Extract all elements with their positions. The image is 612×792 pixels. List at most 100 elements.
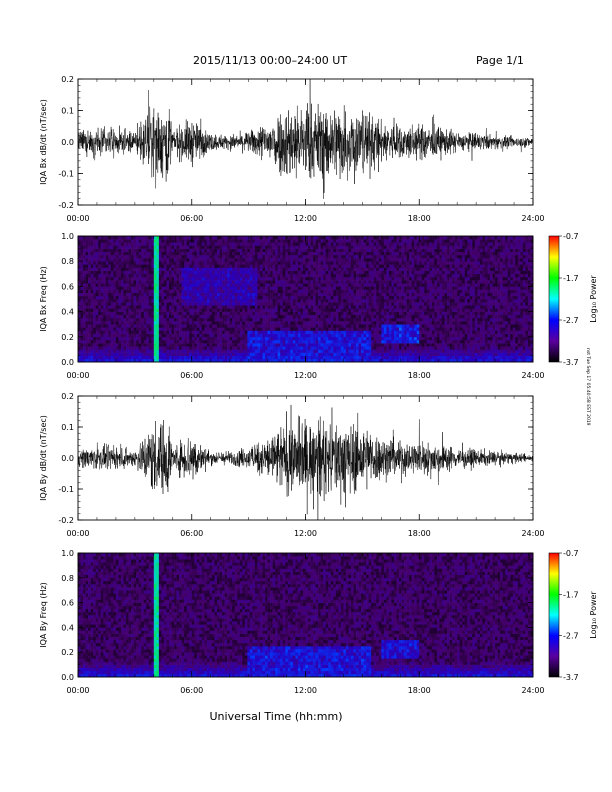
spectrogram-cell bbox=[242, 311, 246, 316]
spectrogram-cell bbox=[171, 292, 175, 297]
spectrogram-cell bbox=[222, 286, 225, 290]
spectrogram-cell bbox=[356, 248, 359, 253]
spectrogram-cell bbox=[186, 276, 190, 281]
spectrogram-cell bbox=[201, 251, 205, 256]
spectrogram-cell bbox=[169, 286, 172, 290]
spectrogram-cell bbox=[313, 302, 316, 306]
spectrogram-cell bbox=[247, 349, 251, 353]
spectrogram-cell bbox=[252, 355, 256, 360]
spectrogram-cell bbox=[318, 349, 321, 353]
spectrogram-cell bbox=[348, 267, 352, 271]
spectrogram-cell bbox=[371, 236, 375, 240]
spectrogram-cell bbox=[254, 346, 258, 350]
spectrogram-cell bbox=[234, 302, 238, 306]
spectrogram-cell bbox=[277, 267, 281, 271]
spectrogram-cell bbox=[153, 258, 157, 262]
spectrogram-cell bbox=[330, 286, 334, 290]
spectrogram-cell bbox=[333, 276, 337, 281]
spectrogram-cell bbox=[83, 276, 86, 281]
spectrogram-cell bbox=[219, 292, 223, 297]
spectrogram-cell bbox=[194, 236, 198, 240]
spectrogram-cell bbox=[376, 311, 380, 316]
spectrogram-cell bbox=[257, 317, 261, 322]
spectrogram-cell bbox=[115, 276, 119, 281]
spectrogram-cell bbox=[366, 330, 369, 334]
spectrogram-cell bbox=[234, 339, 238, 344]
spectrogram-cell bbox=[300, 239, 304, 243]
spectrogram-cell bbox=[333, 242, 337, 246]
spectrogram-cell bbox=[345, 239, 349, 243]
spectrogram-cell bbox=[201, 264, 205, 268]
spectrogram-cell bbox=[78, 270, 81, 275]
spectrogram-cell bbox=[85, 343, 89, 347]
spectrogram-cell bbox=[328, 254, 332, 259]
spectrogram-cell bbox=[247, 327, 251, 331]
spectrogram-cell bbox=[229, 343, 233, 347]
spectrogram-cell bbox=[163, 321, 167, 325]
spectrogram-cell bbox=[313, 245, 316, 249]
spectrogram-cell bbox=[328, 248, 332, 253]
spectrogram-cell bbox=[93, 239, 96, 243]
spectrogram-cell bbox=[323, 314, 327, 319]
spectrogram-cell bbox=[194, 248, 198, 253]
spectrogram-cell bbox=[141, 286, 145, 290]
spectrogram-cell bbox=[232, 283, 236, 287]
spectrogram-cell bbox=[166, 245, 170, 249]
spectrogram-cell bbox=[189, 267, 193, 271]
spectrogram-cell bbox=[85, 314, 89, 319]
spectrogram-cell bbox=[224, 251, 228, 256]
spectrogram-cell bbox=[211, 289, 215, 293]
spectrogram-cell bbox=[297, 276, 301, 281]
spectrogram-cell bbox=[204, 327, 208, 331]
spectrogram-cell bbox=[138, 358, 142, 363]
spectrogram-cell bbox=[320, 299, 324, 303]
spectrogram-cell bbox=[297, 308, 301, 312]
spectrogram-cell bbox=[265, 330, 268, 334]
spectrogram-cell bbox=[211, 242, 215, 246]
spectrogram-cell bbox=[88, 349, 91, 353]
spectrogram-cell bbox=[83, 242, 86, 246]
spectrogram-cell bbox=[194, 330, 198, 334]
spectrogram-cell bbox=[262, 242, 266, 246]
spectrogram-cell bbox=[118, 299, 122, 303]
spectrogram-cell bbox=[93, 299, 96, 303]
spectrogram-cell bbox=[93, 261, 96, 265]
spectrogram-cell bbox=[275, 239, 278, 243]
spectrogram-cell bbox=[297, 245, 301, 249]
spectrogram-cell bbox=[345, 261, 349, 265]
spectrogram-cell bbox=[363, 245, 367, 249]
spectrogram-cell bbox=[232, 308, 236, 312]
spectrogram-cell bbox=[292, 311, 296, 316]
spectrogram-cell bbox=[179, 251, 182, 256]
spectrogram-cell bbox=[297, 358, 301, 363]
spectrogram-cell bbox=[199, 324, 203, 328]
spectrogram-cell bbox=[171, 324, 175, 328]
spectrogram-cell bbox=[194, 346, 198, 350]
spectrogram-cell bbox=[100, 327, 104, 331]
spectrogram-cell bbox=[295, 273, 299, 278]
spectrogram-cell bbox=[211, 292, 215, 297]
spectrogram-cell bbox=[143, 317, 147, 322]
spectrogram-cell bbox=[141, 299, 145, 303]
spectrogram-cell bbox=[318, 308, 321, 312]
spectrogram-cell bbox=[211, 346, 215, 350]
spectrogram-cell bbox=[244, 248, 248, 253]
spectrogram-cell bbox=[201, 314, 205, 319]
spectrogram-cell bbox=[196, 346, 200, 350]
spectrogram-cell bbox=[95, 333, 99, 338]
spectrogram-cell bbox=[169, 355, 172, 360]
spectrogram-cell bbox=[161, 305, 165, 309]
spectrogram-cell bbox=[305, 311, 309, 316]
spectrogram-cell bbox=[260, 336, 263, 341]
spectrogram-cell bbox=[308, 352, 311, 356]
spectrogram-cell bbox=[368, 317, 372, 322]
spectrogram-cell bbox=[136, 314, 139, 319]
spectrogram-cell bbox=[376, 324, 380, 328]
spectrogram-cell bbox=[93, 245, 96, 249]
spectrogram-cell bbox=[151, 352, 155, 356]
spectrogram-cell bbox=[361, 327, 364, 331]
spectrogram-cell bbox=[206, 248, 210, 253]
spectrogram-cell bbox=[120, 333, 124, 338]
spectrogram-cell bbox=[219, 311, 223, 316]
spectrogram-cell bbox=[85, 251, 89, 256]
